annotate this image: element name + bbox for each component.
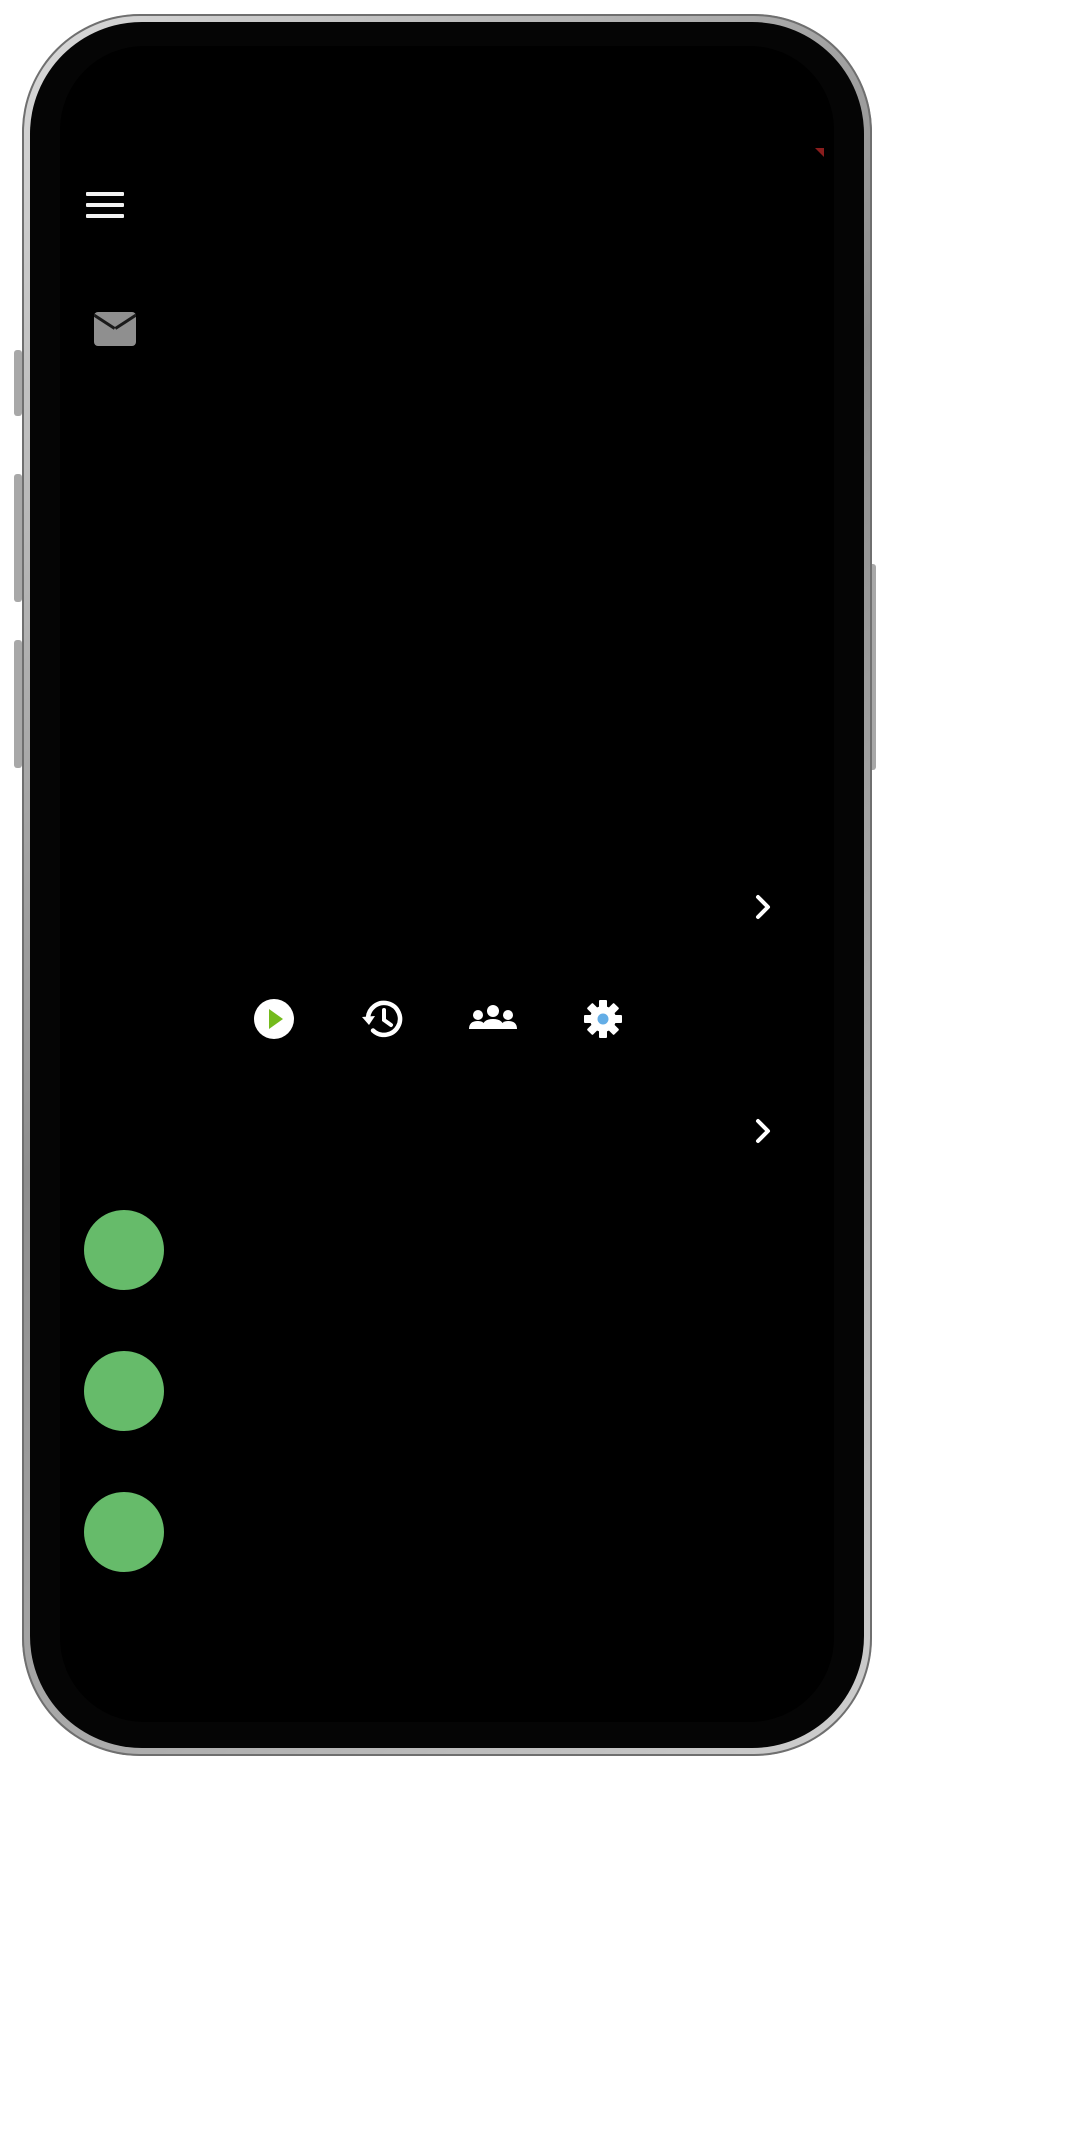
- result-avatar: [84, 1492, 164, 1572]
- phone-side-button: [14, 474, 22, 602]
- play-circle-icon: [254, 999, 294, 1039]
- match-list-item[interactable]: [60, 1470, 834, 1590]
- group-icon: [469, 1005, 517, 1029]
- phone-side-button: [14, 350, 22, 416]
- phone-side-button: [14, 640, 22, 768]
- start-match-button[interactable]: [225, 960, 323, 1078]
- stats-charts: [60, 466, 834, 846]
- gear-icon: [584, 1000, 622, 1038]
- menu-icon-line: [86, 203, 124, 207]
- match-history-button[interactable]: [334, 960, 432, 1078]
- last-matches-chevron-icon[interactable]: [748, 1116, 778, 1146]
- result-avatar: [84, 1210, 164, 1290]
- players-button[interactable]: [444, 960, 542, 1078]
- match-list-item[interactable]: [60, 1329, 834, 1449]
- settings-button[interactable]: [554, 960, 652, 1078]
- result-avatar: [84, 1351, 164, 1431]
- menu-icon-line: [86, 214, 124, 218]
- menu-button[interactable]: [86, 192, 124, 222]
- match-list-item[interactable]: [60, 1188, 834, 1308]
- menu-icon-line: [86, 192, 124, 196]
- app-screen: [60, 46, 834, 1722]
- history-icon: [362, 1000, 403, 1038]
- quick-actions-chevron-icon[interactable]: [748, 892, 778, 922]
- phone-side-button: [868, 564, 876, 770]
- mail-icon: [94, 312, 136, 346]
- status-indicator: [815, 148, 824, 157]
